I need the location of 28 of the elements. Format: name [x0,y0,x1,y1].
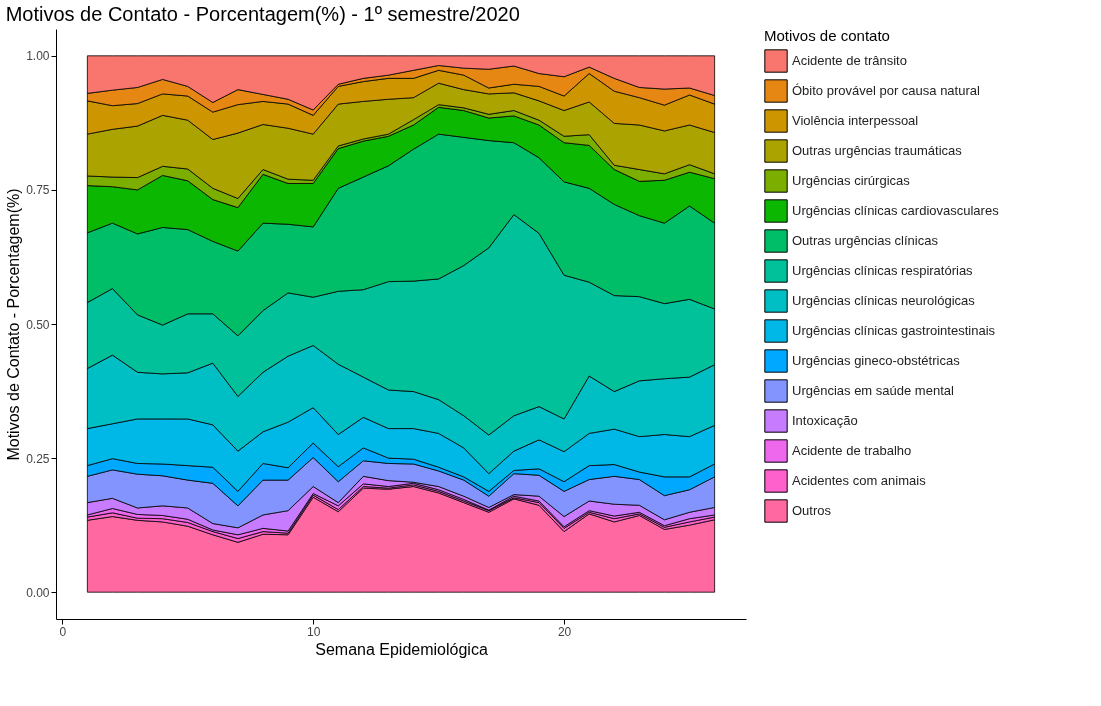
x-tick-label: 10 [307,624,321,639]
x-axis-title: Semana Epidemiológica [315,640,488,658]
legend-label: Acidente de trânsito [792,53,907,68]
legend-label: Outras urgências clínicas [792,233,939,248]
legend-label: Outros [792,503,832,518]
y-tick-label: 0.00 [26,585,50,600]
legend-label: Urgências cirúrgicas [792,173,911,188]
legend-label: Outras urgências traumáticas [792,143,963,158]
legend-label: Urgências em saúde mental [792,383,954,398]
legend-label: Acidente de trabalho [792,443,912,458]
y-tick-label: 1.00 [26,49,50,64]
legend-label: Urgências clínicas neurológicas [792,293,976,308]
legend-label: Acidentes com animais [792,473,927,488]
y-tick-label: 0.75 [26,183,50,198]
legend-label: Violência interpessoal [792,113,919,128]
y-tick-label: 0.25 [26,451,50,466]
legend-label: Intoxicação [792,413,858,428]
y-axis-title: Motivos de Contato - Porcentagem(%) [5,188,23,461]
x-tick-label: 20 [557,624,572,639]
legend-label: Urgências gineco-obstétricas [792,353,961,368]
chart-title: Motivos de Contato - Porcentagem(%) - 1º semestre/2020 [5,3,520,25]
legend-label: Óbito provável por causa natural [792,83,980,98]
legend-label: Urgências clínicas respiratórias [792,263,974,278]
y-tick-label: 0.50 [26,317,50,332]
legend-label: Urgências clínicas cardiovasculares [792,203,1000,218]
x-tick-label: 0 [59,624,67,639]
legend-title: Motivos de contato [764,27,890,44]
legend-label: Urgências clínicas gastrointestinais [792,323,996,338]
